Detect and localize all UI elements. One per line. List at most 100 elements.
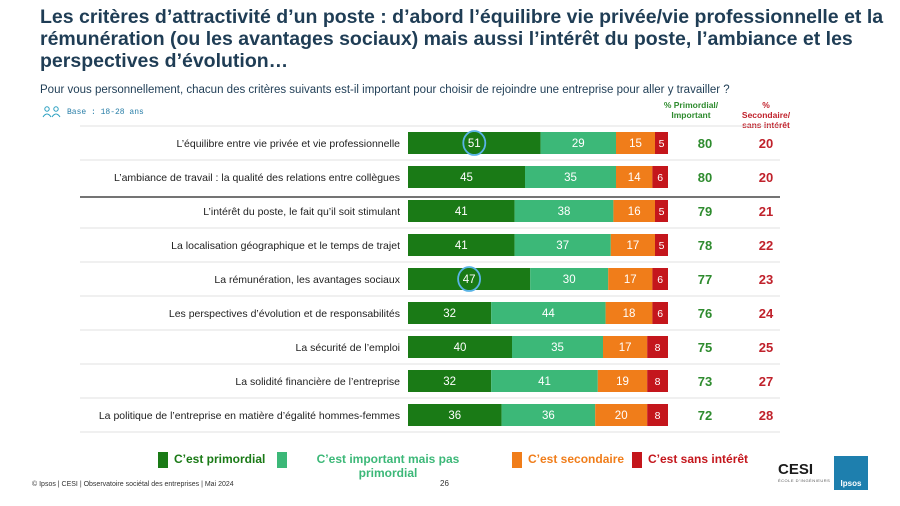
bar-segment <box>530 268 609 290</box>
data-label: 8 <box>655 410 661 422</box>
page-title: Les critères d’attractivité d’un poste :… <box>40 6 884 72</box>
base-label: Base : 18-28 ans <box>67 107 144 117</box>
bar-segment <box>408 132 541 154</box>
data-label: 35 <box>564 172 577 184</box>
legend-swatch <box>277 452 287 468</box>
data-label: 41 <box>455 240 468 252</box>
col-header-primordial-important: % Primordial/ Important <box>663 100 719 120</box>
category-label: L’intérêt du poste, le fait qu’il soit s… <box>203 206 400 218</box>
data-label: 5 <box>659 138 665 150</box>
data-label: 51 <box>468 138 481 150</box>
bar-segment <box>655 234 668 256</box>
bar-segment <box>408 200 515 222</box>
data-label: 29 <box>572 138 585 150</box>
legend-label: C’est primordial <box>174 452 266 466</box>
bar-segment <box>647 336 668 358</box>
data-label: 41 <box>455 206 468 218</box>
legend-item-primordial: C’est primordial <box>158 452 265 468</box>
category-label: La sécurité de l’emploi <box>296 342 400 354</box>
legend-swatch <box>632 452 642 468</box>
highlight-circle <box>462 130 487 156</box>
total-primordial-important: 78 <box>698 238 712 253</box>
bar-segment <box>608 268 653 290</box>
data-label: 5 <box>659 206 665 218</box>
bar-segment <box>616 166 653 188</box>
legend-item-important: C’est important mais pas primordial <box>277 452 483 480</box>
total-primordial-important: 76 <box>698 306 712 321</box>
data-label: 14 <box>628 172 641 184</box>
total-primordial-important: 75 <box>698 340 712 355</box>
bar-segment <box>652 302 668 324</box>
data-label: 32 <box>443 376 456 388</box>
bar-segment <box>603 336 648 358</box>
legend-item-secondaire: C’est secondaire <box>512 452 624 468</box>
bar-segment <box>652 268 668 290</box>
category-label: La politique de l’entreprise en matière … <box>99 410 400 422</box>
data-label: 30 <box>563 274 576 286</box>
category-label: L’ambiance de travail : la qualité des r… <box>114 172 400 184</box>
data-label: 19 <box>616 376 629 388</box>
data-label: 36 <box>448 410 461 422</box>
category-label: La solidité financière de l’entreprise <box>235 376 400 388</box>
data-label: 8 <box>655 342 661 354</box>
total-secondaire-sans-interet: 23 <box>759 272 773 287</box>
total-secondaire-sans-interet: 20 <box>759 136 773 151</box>
bar-segment <box>408 166 525 188</box>
data-label: 16 <box>628 206 641 218</box>
highlight-circle <box>457 266 482 292</box>
data-label: 20 <box>615 410 628 422</box>
data-label: 40 <box>454 342 467 354</box>
category-label: La rémunération, les avantages sociaux <box>214 274 400 286</box>
legend-label: C’est secondaire <box>528 452 625 466</box>
col-header-secondaire-sans-interet: % Secondaire/ sans intérêt <box>741 100 791 130</box>
data-label: 44 <box>542 308 555 320</box>
bar-segment <box>491 370 598 392</box>
category-label: La localisation géographique et le temps… <box>171 240 400 252</box>
data-label: 36 <box>542 410 555 422</box>
total-primordial-important: 77 <box>698 272 712 287</box>
bar-segment <box>616 132 655 154</box>
total-primordial-important: 73 <box>698 374 712 389</box>
data-label: 6 <box>657 308 663 320</box>
bar-segment <box>655 200 668 222</box>
cesi-logo: CESI ÉCOLE D’INGÉNIEURS <box>778 461 830 483</box>
data-label: 41 <box>538 376 551 388</box>
bar-segment <box>514 234 611 256</box>
people-icon <box>42 106 61 118</box>
total-secondaire-sans-interet: 27 <box>759 374 773 389</box>
bar-segment <box>408 302 492 324</box>
legend-swatch <box>158 452 168 468</box>
data-label: 15 <box>629 138 642 150</box>
cesi-logo-text: CESI <box>778 461 814 478</box>
data-label: 17 <box>619 342 632 354</box>
cesi-logo-subtext: ÉCOLE D’INGÉNIEURS <box>778 478 831 483</box>
bar-segment <box>655 132 668 154</box>
data-label: 8 <box>655 376 661 388</box>
bar-segment <box>512 336 603 358</box>
legend-item-sans-interet: C’est sans intérêt <box>632 452 748 468</box>
data-label: 38 <box>558 206 571 218</box>
total-primordial-important: 79 <box>698 204 712 219</box>
bar-segment <box>647 370 668 392</box>
bar-segment <box>501 404 596 426</box>
legend-label: C’est sans intérêt <box>648 452 749 466</box>
data-label: 6 <box>657 274 663 286</box>
total-primordial-important: 80 <box>698 136 712 151</box>
question-subtitle: Pour vous personnellement, chacun des cr… <box>40 84 730 96</box>
bar-segment <box>408 268 531 290</box>
data-label: 32 <box>443 308 456 320</box>
bar-segment <box>613 200 655 222</box>
data-label: 47 <box>463 274 476 286</box>
bar-segment <box>597 370 648 392</box>
total-secondaire-sans-interet: 24 <box>759 306 774 321</box>
bar-segment <box>525 166 616 188</box>
data-label: 6 <box>657 172 663 184</box>
bar-segment <box>408 336 512 358</box>
legend-label: C’est important mais pas primordial <box>316 452 460 480</box>
legend-swatch <box>512 452 522 468</box>
bar-segment <box>408 370 492 392</box>
base-note: Base : 18-28 ans <box>42 106 144 118</box>
total-secondaire-sans-interet: 20 <box>759 170 773 185</box>
data-label: 18 <box>623 308 636 320</box>
